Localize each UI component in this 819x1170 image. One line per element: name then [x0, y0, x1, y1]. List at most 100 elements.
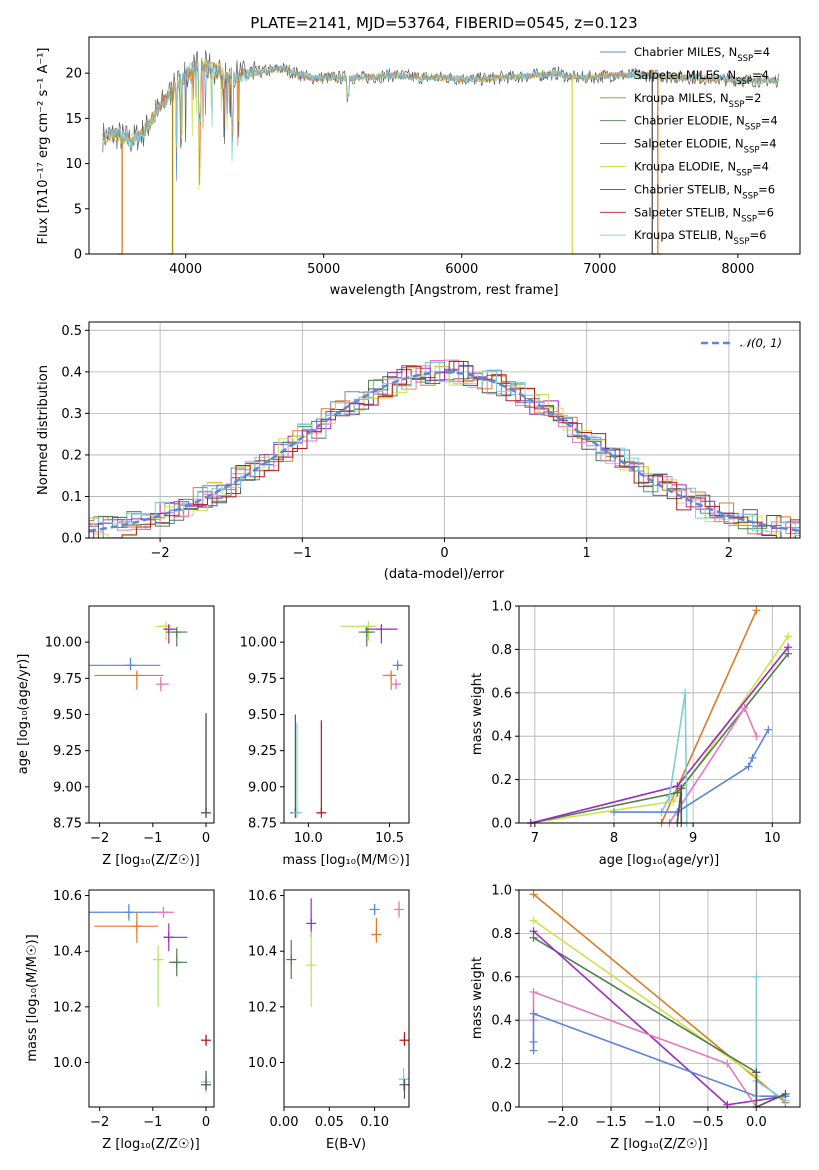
z-age-xtick-label: 0: [202, 831, 210, 846]
weight-line-chabrier_elodie: [533, 937, 757, 1073]
residuals-xtick-label: 1: [583, 546, 591, 561]
ebv-mass-xlabel: E(B-V): [326, 1137, 366, 1152]
age-weight-xtick-label: 9: [689, 831, 697, 846]
z-weight-xtick-label: 0.0: [746, 1115, 767, 1130]
legend-label-salpeter_miles: Salpeter MILES, NSSP=4: [634, 68, 769, 87]
spectrum-xlabel: wavelength [Angstrom, rest frame]: [330, 283, 559, 298]
ebv-mass-xtick-label: 0.10: [360, 1115, 389, 1130]
age-weight-ylabel: mass weight: [470, 673, 485, 755]
residuals-legend: 𝒩(0, 1): [701, 336, 782, 350]
residuals-ytick-label: 0.0: [61, 532, 82, 547]
residuals-ytick-label: 0.4: [61, 365, 82, 380]
z-mass-ytick-label: 10.2: [53, 1000, 82, 1015]
spectrum-xtick-label: 7000: [583, 262, 616, 277]
legend-label-kroupa_elodie: Kroupa ELODIE, NSSP=4: [634, 160, 769, 179]
mass-age-ytick-label: 9.25: [248, 744, 277, 759]
z-weight-ytick-label: 0.2: [491, 1057, 512, 1072]
residuals-axes-frame: [88, 321, 801, 539]
legend-label-salpeter_stelib: Salpeter STELIB, NSSP=6: [634, 205, 774, 224]
z-mass-xtick-label: 0: [202, 1115, 210, 1130]
z-weight-xtick-label: −1.0: [644, 1115, 676, 1130]
mass-age-ytick-label: 9.75: [248, 672, 277, 687]
z-mass-ytick-label: 10.6: [53, 889, 82, 904]
z-weight-panel: −2.0 −1.5 −1.0 −0.5 0.0 0.0 0.2 0.4 0.6 0.8 1.0 Z …: [470, 884, 801, 1152]
age-weight-xlabel: age [log₁₀(age/yr)]: [599, 853, 720, 868]
weight-line-pink: [668, 706, 758, 824]
residuals-plot-area: −2 −1 0 1 2 0.0 0.1 0.2 0.3 0.4 0.5: [61, 322, 801, 561]
mass-age-axes-frame: [283, 605, 410, 824]
weight-line-kroupa_elodie: [533, 919, 757, 1078]
mass-age-ytick-label: 8.75: [248, 817, 277, 832]
mass-age-ytick-label: 9.50: [248, 708, 277, 723]
z-weight-ytick-label: 0.8: [491, 927, 512, 942]
z-mass-ytick-label: 10.0: [53, 1056, 82, 1071]
residual-histogram-salpeter_stelib: [88, 360, 800, 539]
z-age-panel: −2 −1 0 8.75 9.00 9.25 9.50 9.75 10.00 Z [log₁₀(…: [16, 605, 215, 868]
z-age-ytick-label: 9.25: [53, 744, 82, 759]
mass-age-ytick-label: 9.00: [248, 780, 277, 795]
z-age-xlabel: Z [log₁₀(Z/Z☉)]: [102, 853, 199, 868]
legend-label-kroupa_stelib: Kroupa STELIB, NSSP=6: [634, 228, 766, 247]
ebv-mass-plot-area: 0.00 0.05 0.10 10.0 10.2 10.4 10.6: [248, 889, 410, 1130]
legend-label-chabrier_stelib: Chabrier STELIB, NSSP=6: [634, 182, 775, 201]
mass-age-xlabel: mass [log₁₀(M/M☉)]: [282, 853, 409, 868]
spectrum-line-kroupa_stelib: [102, 59, 780, 162]
z-age-ytick-label: 8.75: [53, 817, 82, 832]
mass-age-ytick-label: 10.00: [240, 636, 277, 651]
residuals-panel: −2 −1 0 1 2 0.0 0.1 0.2 0.3 0.4 0.5 (data-model)/e…: [36, 321, 801, 582]
spectrum-panel: PLATE=2141, MJD=53764, FIBERID=0545, z=0…: [36, 14, 801, 298]
age-weight-ytick-label: 1.0: [491, 600, 512, 615]
residuals-xtick-label: −2: [151, 546, 170, 561]
age-weight-ytick-label: 0.0: [491, 817, 512, 832]
legend-label-chabrier_miles: Chabrier MILES, NSSP=4: [634, 45, 770, 64]
spectrum-ytick-label: 15: [65, 112, 82, 127]
residuals-xtick-label: −1: [293, 546, 312, 561]
residuals-ytick-label: 0.3: [61, 407, 82, 422]
residuals-xlabel: (data-model)/error: [384, 567, 505, 582]
residuals-xtick-label: 0: [440, 546, 448, 561]
weight-line-chabrier_elodie: [530, 653, 789, 824]
weight-line-kroupa_elodie: [530, 635, 789, 824]
spectrum-axes-frame: [88, 36, 801, 255]
normal-curve: [88, 371, 801, 532]
z-weight-xtick-label: −2.0: [547, 1115, 579, 1130]
age-weight-ytick-label: 0.2: [491, 773, 512, 788]
ebv-mass-ytick-label: 10.4: [248, 945, 277, 960]
spectrum-legend: Chabrier MILES, NSSP=4 Salpeter MILES, NS…: [600, 45, 778, 247]
weight-line-pink: [532, 990, 758, 1108]
z-mass-axes-frame: [88, 889, 215, 1108]
spectrum-xtick-label: 6000: [445, 262, 478, 277]
z-weight-ylabel: mass weight: [470, 957, 485, 1039]
age-weight-ytick-label: 0.4: [491, 730, 512, 745]
age-weight-panel: 7 8 9 10 0.0 0.2 0.4 0.6 0.8 1.0 age [log₁₀(age/y…: [470, 600, 801, 868]
z-age-ylabel: age [log₁₀(age/yr)]: [16, 654, 31, 775]
spectrum-ytick-label: 10: [65, 157, 82, 172]
age-weight-ytick-label: 0.6: [491, 686, 512, 701]
residual-histogram-salpeter_elodie: [88, 365, 800, 538]
age-weight-xtick-label: 10: [764, 831, 781, 846]
ebv-mass-panel: 0.00 0.05 0.10 10.0 10.2 10.4 10.6 E(B-V): [248, 889, 410, 1152]
weight-line-chabrier_miles: [614, 729, 769, 813]
legend-label-salpeter_elodie: Salpeter ELODIE, NSSP=4: [634, 137, 777, 156]
age-weight-xtick-label: 7: [531, 831, 539, 846]
spectrum-ytick-label: 5: [74, 202, 82, 217]
age-weight-axes-frame: [518, 605, 801, 824]
z-weight-ytick-label: 0.0: [491, 1101, 512, 1116]
weight-line-kroupa_stelib: [660, 692, 688, 824]
z-mass-plot-area: −2 −1 0 10.0 10.2 10.4 10.6: [53, 889, 212, 1130]
z-weight-xlabel: Z [log₁₀(Z/Z☉)]: [610, 1137, 707, 1152]
z-mass-xtick-label: −2: [90, 1115, 109, 1130]
spectrum-title: PLATE=2141, MJD=53764, FIBERID=0545, z=0…: [250, 14, 637, 32]
z-age-ytick-label: 9.50: [53, 708, 82, 723]
residuals-ytick-label: 0.2: [61, 448, 82, 463]
residuals-ylabel: Normed distribution: [36, 365, 51, 495]
z-weight-plot-area: −2.0 −1.5 −1.0 −0.5 0.0 0.0 0.2 0.4 0.6 0.8 1.0: [491, 884, 800, 1130]
z-mass-xlabel: Z [log₁₀(Z/Z☉)]: [102, 1137, 199, 1152]
z-mass-ylabel: mass [log₁₀(M/M☉)]: [25, 934, 40, 1061]
ebv-mass-ytick-label: 10.2: [248, 1000, 277, 1015]
ebv-mass-ytick-label: 10.0: [248, 1056, 277, 1071]
age-weight-xtick-label: 8: [610, 831, 618, 846]
spectrum-xtick-label: 4000: [169, 262, 202, 277]
ebv-mass-xtick-label: 0.05: [315, 1115, 344, 1130]
